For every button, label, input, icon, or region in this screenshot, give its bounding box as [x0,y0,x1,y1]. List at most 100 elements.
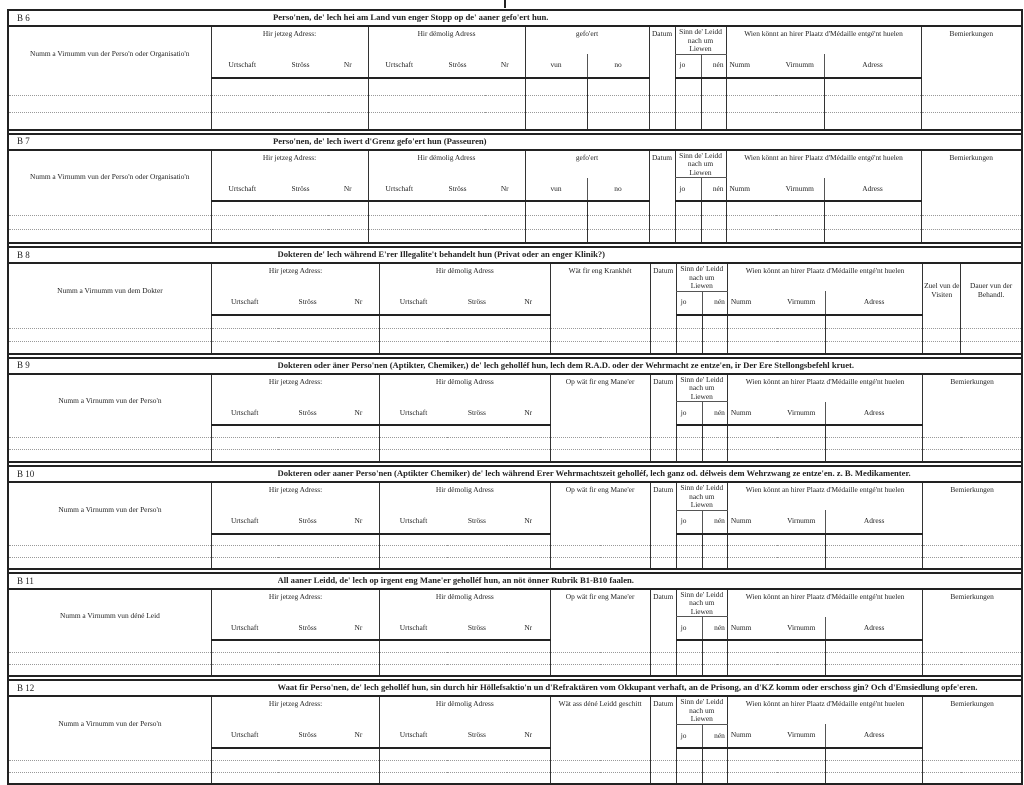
entry-field[interactable] [700,77,727,96]
entry-field[interactable] [701,640,728,654]
entry-field[interactable] [725,95,825,113]
entry-field[interactable] [701,557,728,570]
entry-field[interactable] [549,437,651,451]
entry-row[interactable] [9,425,1021,439]
entry-field[interactable] [701,747,728,761]
entry-field[interactable] [586,112,650,131]
entry-row[interactable] [9,760,1021,773]
entry-field[interactable] [379,545,551,558]
entry-field[interactable] [379,533,551,546]
entry-field[interactable] [823,112,922,131]
entry-field[interactable] [674,95,702,113]
entry-field[interactable] [700,229,726,245]
entry-field[interactable] [9,95,211,113]
entry-field[interactable] [674,201,701,217]
entry-field[interactable] [9,215,211,231]
entry-field[interactable] [726,557,826,570]
entry-field[interactable] [648,77,676,96]
entry-field[interactable] [920,201,1021,217]
entry-field[interactable] [922,772,1021,783]
entry-field[interactable] [549,328,651,342]
entry-field[interactable] [823,229,921,245]
entry-field[interactable] [701,772,728,783]
entry-field[interactable] [379,425,551,439]
entry-field[interactable] [726,545,826,558]
entry-field[interactable] [210,747,380,761]
entry-field[interactable] [675,664,703,678]
entry-field[interactable] [825,652,923,666]
entry-field[interactable] [960,341,1021,355]
entry-field[interactable] [825,545,923,558]
entry-field[interactable] [700,215,726,231]
entry-row[interactable] [9,95,1022,113]
entry-row[interactable] [9,449,1021,464]
entry-field[interactable] [367,201,525,217]
entry-field[interactable] [701,341,728,355]
entry-field[interactable] [9,664,212,678]
entry-field[interactable] [922,652,1021,666]
entry-field[interactable] [210,112,369,131]
entry-field[interactable] [726,652,826,666]
entry-field[interactable] [379,557,551,570]
entry-field[interactable] [675,640,703,654]
entry-field[interactable] [825,772,923,783]
entry-field[interactable] [648,95,676,113]
entry-field[interactable] [825,640,923,654]
entry-field[interactable] [922,341,961,355]
entry-row[interactable] [9,112,1022,131]
entry-field[interactable] [922,760,1021,773]
entry-field[interactable] [379,314,551,329]
entry-field[interactable] [922,664,1021,678]
entry-field[interactable] [649,545,677,558]
entry-field[interactable] [210,449,380,464]
entry-field[interactable] [367,229,525,245]
entry-field[interactable] [549,425,651,439]
entry-field[interactable] [701,760,728,773]
entry-field[interactable] [379,341,551,355]
entry-field[interactable] [9,533,212,546]
entry-row[interactable] [9,533,1021,546]
entry-field[interactable] [922,747,1021,761]
entry-row[interactable] [9,772,1021,783]
entry-field[interactable] [649,533,677,546]
entry-field[interactable] [210,533,380,546]
entry-field[interactable] [649,328,677,342]
entry-field[interactable] [367,95,526,113]
entry-field[interactable] [9,341,212,355]
entry-field[interactable] [210,664,380,678]
entry-field[interactable] [379,328,551,342]
entry-field[interactable] [549,760,651,773]
entry-field[interactable] [379,772,551,783]
entry-field[interactable] [9,772,211,783]
entry-field[interactable] [823,95,922,113]
entry-field[interactable] [210,328,380,342]
entry-field[interactable] [9,747,212,761]
entry-field[interactable] [701,664,728,678]
entry-field[interactable] [367,112,526,131]
entry-field[interactable] [825,341,923,355]
entry-field[interactable] [823,77,922,96]
entry-field[interactable] [675,652,703,666]
entry-row[interactable] [9,77,1022,96]
entry-field[interactable] [922,437,1021,451]
entry-field[interactable] [726,314,826,329]
entry-row[interactable] [9,328,1021,342]
entry-row[interactable] [9,557,1021,570]
entry-field[interactable] [701,545,728,558]
entry-field[interactable] [379,449,551,464]
entry-field[interactable] [960,328,1021,342]
entry-field[interactable] [379,664,551,678]
entry-field[interactable] [675,314,703,329]
entry-field[interactable] [825,664,923,678]
entry-field[interactable] [549,747,651,761]
entry-field[interactable] [9,112,211,131]
entry-field[interactable] [524,215,587,231]
entry-field[interactable] [210,652,380,666]
entry-field[interactable] [701,533,728,546]
entry-field[interactable] [726,772,826,783]
entry-field[interactable] [922,449,1021,464]
entry-field[interactable] [210,229,368,245]
entry-field[interactable] [726,760,826,773]
entry-field[interactable] [549,449,651,464]
entry-field[interactable] [823,201,921,217]
